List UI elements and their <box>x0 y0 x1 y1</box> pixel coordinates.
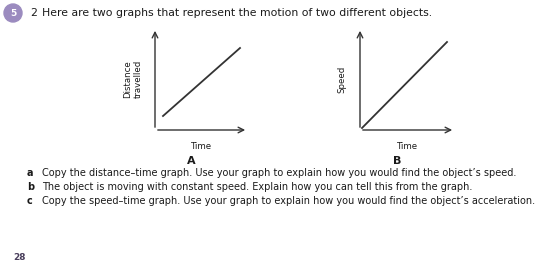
Text: Cambridge IGCSE Physics: Cambridge IGCSE Physics <box>42 253 158 262</box>
Text: 5: 5 <box>10 8 16 18</box>
Text: Time: Time <box>397 142 418 151</box>
Text: Copy the speed–time graph. Use your graph to explain how you would find the obje: Copy the speed–time graph. Use your grap… <box>42 196 535 206</box>
FancyBboxPatch shape <box>6 246 34 270</box>
Text: A: A <box>187 156 196 166</box>
Text: Time: Time <box>191 142 212 151</box>
Text: b: b <box>27 182 34 192</box>
Text: Distance
travelled: Distance travelled <box>123 60 143 98</box>
Text: Speed: Speed <box>338 65 347 93</box>
Text: Copy the distance–time graph. Use your graph to explain how you would find the o: Copy the distance–time graph. Use your g… <box>42 168 516 178</box>
Text: Here are two graphs that represent the motion of two different objects.: Here are two graphs that represent the m… <box>42 8 432 18</box>
Text: The object is moving with constant speed. Explain how you can tell this from the: The object is moving with constant speed… <box>42 182 472 192</box>
Text: 2: 2 <box>30 8 37 18</box>
Text: c: c <box>27 196 33 206</box>
Text: B: B <box>393 156 402 166</box>
Circle shape <box>4 4 22 22</box>
Text: a: a <box>27 168 33 178</box>
Text: 28: 28 <box>14 253 26 262</box>
